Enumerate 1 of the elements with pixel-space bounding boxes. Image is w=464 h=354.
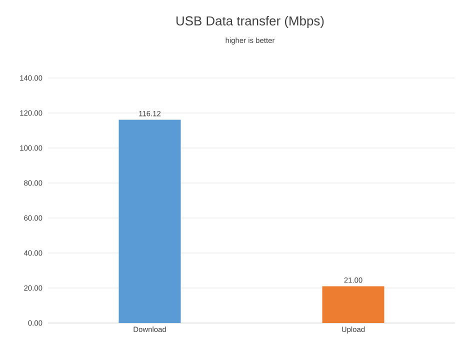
- chart-title: USB Data transfer (Mbps): [176, 16, 324, 28]
